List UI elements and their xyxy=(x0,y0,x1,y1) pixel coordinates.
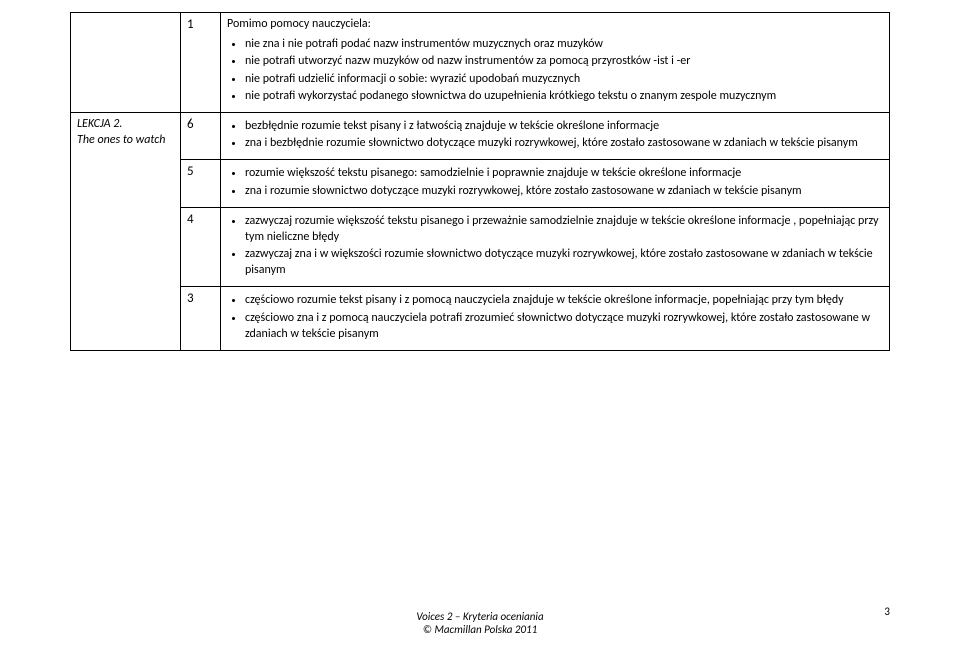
bullet-list: częściowo rozumie tekst pisany i z pomoc… xyxy=(245,292,883,342)
table-row: 4 zazwyczaj rozumie większość tekstu pis… xyxy=(71,207,890,287)
grade-number: 6 xyxy=(187,117,194,132)
bullet-item: zazwyczaj rozumie większość tekstu pisan… xyxy=(245,213,883,245)
footer-line-2: © Macmillan Polska 2011 xyxy=(0,623,960,636)
table-row: 1 Pomimo pomocy nauczyciela: nie zna i n… xyxy=(71,13,890,113)
criteria-table: 1 Pomimo pomocy nauczyciela: nie zna i n… xyxy=(70,12,890,351)
bullet-list: rozumie większość tekstu pisanego: samod… xyxy=(245,165,883,198)
table-row: 3 częściowo rozumie tekst pisany i z pom… xyxy=(71,287,890,351)
grade-number: 1 xyxy=(187,17,194,32)
table-row: LEKCJA 2. The ones to watch 6 bezbłędnie… xyxy=(71,112,890,159)
bullet-item: zna i rozumie słownictwo dotyczące muzyk… xyxy=(245,183,883,199)
bullet-item: bezbłędnie rozumie tekst pisany i z łatw… xyxy=(245,118,883,134)
bullet-list: zazwyczaj rozumie większość tekstu pisan… xyxy=(245,213,883,279)
lesson-label-cell: LEKCJA 2. The ones to watch xyxy=(71,112,181,350)
lesson-title-line1: LEKCJA 2. xyxy=(77,116,174,132)
bullet-item: nie potrafi udzielić informacji o sobie:… xyxy=(245,71,883,87)
bullet-item: zazwyczaj zna i w większości rozumie sło… xyxy=(245,246,883,278)
grade-cell: 5 xyxy=(181,160,221,207)
lesson-title-line2: The ones to watch xyxy=(77,132,174,148)
bullet-item: nie potrafi utworzyć nazw muzyków od naz… xyxy=(245,53,883,69)
page-container: 1 Pomimo pomocy nauczyciela: nie zna i n… xyxy=(0,0,960,646)
footer: Voices 2 – Kryteria oceniania © Macmilla… xyxy=(0,610,960,636)
bullet-item: nie zna i nie potrafi podać nazw instrum… xyxy=(245,36,883,52)
criteria-cell: Pomimo pomocy nauczyciela: nie zna i nie… xyxy=(221,13,890,113)
grade-number: 5 xyxy=(187,164,194,179)
grade-number: 3 xyxy=(187,291,194,306)
bullet-item: nie potrafi wykorzystać podanego słownic… xyxy=(245,88,883,104)
criteria-cell: częściowo rozumie tekst pisany i z pomoc… xyxy=(221,287,890,351)
bullet-item: rozumie większość tekstu pisanego: samod… xyxy=(245,165,883,181)
table-row: 5 rozumie większość tekstu pisanego: sam… xyxy=(71,160,890,207)
criteria-cell: rozumie większość tekstu pisanego: samod… xyxy=(221,160,890,207)
bullet-list: nie zna i nie potrafi podać nazw instrum… xyxy=(245,36,883,104)
footer-line-1: Voices 2 – Kryteria oceniania xyxy=(0,610,960,623)
grade-cell: 1 xyxy=(181,13,221,113)
criteria-cell: zazwyczaj rozumie większość tekstu pisan… xyxy=(221,207,890,287)
cell-left-empty xyxy=(71,13,181,113)
grade-cell: 3 xyxy=(181,287,221,351)
grade-cell: 4 xyxy=(181,207,221,287)
bullet-item: zna i bezbłędnie rozumie słownictwo doty… xyxy=(245,135,883,151)
bullet-list: bezbłędnie rozumie tekst pisany i z łatw… xyxy=(245,118,883,151)
bullet-item: częściowo zna i z pomocą nauczyciela pot… xyxy=(245,310,883,342)
intro-text: Pomimo pomocy nauczyciela: xyxy=(227,16,883,32)
grade-cell: 6 xyxy=(181,112,221,159)
bullet-item: częściowo rozumie tekst pisany i z pomoc… xyxy=(245,292,883,308)
criteria-cell: bezbłędnie rozumie tekst pisany i z łatw… xyxy=(221,112,890,159)
grade-number: 4 xyxy=(187,212,194,227)
